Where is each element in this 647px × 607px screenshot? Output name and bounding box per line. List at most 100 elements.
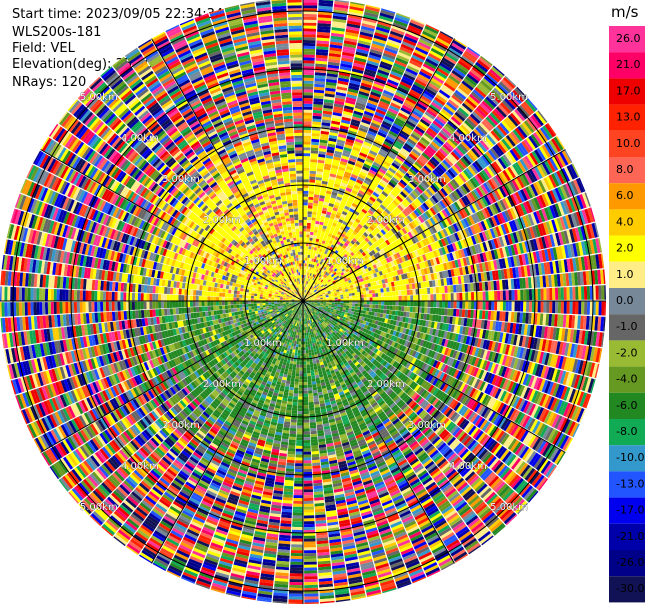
velocity-gate <box>307 341 310 345</box>
velocity-gate <box>334 297 338 300</box>
velocity-gate <box>345 310 349 313</box>
velocity-gate <box>296 237 300 241</box>
velocity-gate <box>297 352 301 356</box>
velocity-gate <box>297 317 300 321</box>
velocity-gate <box>233 308 238 312</box>
velocity-gate <box>289 351 293 355</box>
velocity-gate <box>290 327 293 331</box>
velocity-gate <box>321 314 325 318</box>
velocity-gate <box>281 322 285 326</box>
velocity-gate <box>303 196 308 200</box>
velocity-gate <box>305 321 307 325</box>
velocity-gate <box>320 296 323 299</box>
velocity-gate <box>289 305 293 307</box>
velocity-gate <box>304 324 306 328</box>
velocity-gate <box>323 274 327 278</box>
velocity-gate <box>254 308 258 312</box>
velocity-gate <box>383 292 387 297</box>
velocity-gate <box>272 310 276 313</box>
velocity-gate <box>326 277 330 281</box>
velocity-gate <box>307 304 311 307</box>
velocity-gate <box>305 301 309 304</box>
velocity-gate <box>218 297 222 301</box>
velocity-gate <box>291 299 295 301</box>
velocity-gate <box>189 301 193 307</box>
velocity-gate <box>236 307 240 312</box>
velocity-gate <box>311 308 315 311</box>
velocity-gate <box>248 295 252 299</box>
velocity-gate <box>348 308 352 311</box>
velocity-gate <box>256 293 260 297</box>
velocity-gate <box>316 295 320 298</box>
velocity-gate <box>318 274 322 278</box>
velocity-gate <box>305 299 309 301</box>
velocity-gate <box>272 289 276 292</box>
velocity-gate <box>286 279 290 283</box>
velocity-gate <box>281 272 285 277</box>
velocity-gate <box>311 322 314 326</box>
velocity-gate <box>322 281 326 285</box>
velocity-gate <box>378 301 382 305</box>
velocity-gate <box>280 317 284 321</box>
velocity-gate <box>316 319 320 323</box>
velocity-gate <box>346 298 350 301</box>
velocity-gate <box>280 304 284 306</box>
velocity-gate <box>307 314 310 318</box>
velocity-gate <box>349 295 353 299</box>
velocity-gate <box>299 315 301 319</box>
velocity-gate <box>319 306 323 309</box>
velocity-gate <box>314 326 318 331</box>
velocity-gate <box>313 247 317 251</box>
velocity-gate <box>312 208 318 213</box>
velocity-gate <box>308 393 313 397</box>
velocity-gate <box>307 376 312 380</box>
velocity-gate <box>295 228 300 232</box>
velocity-gate <box>310 319 313 323</box>
velocity-gate <box>309 313 311 317</box>
velocity-gate <box>303 199 308 203</box>
velocity-gate <box>369 304 373 308</box>
velocity-gate <box>324 314 329 317</box>
velocity-gate <box>277 307 281 310</box>
velocity-gate <box>363 297 367 301</box>
velocity-gate <box>297 278 299 282</box>
velocity-gate <box>309 306 312 309</box>
velocity-gate <box>326 298 330 300</box>
velocity-gate <box>300 248 303 252</box>
velocity-gate <box>297 299 301 301</box>
velocity-gate <box>299 237 303 241</box>
velocity-gate <box>304 303 308 306</box>
velocity-gate <box>317 310 320 313</box>
velocity-gate <box>291 284 294 287</box>
velocity-gate <box>234 286 238 291</box>
velocity-gate <box>319 278 323 282</box>
velocity-gate <box>365 287 369 291</box>
velocity-gate <box>268 302 272 305</box>
velocity-gate <box>313 295 317 298</box>
velocity-gate <box>273 286 278 290</box>
velocity-gate <box>279 289 283 292</box>
velocity-gate <box>298 275 301 279</box>
velocity-gate <box>353 286 357 290</box>
velocity-gate <box>300 277 302 281</box>
velocity-gate <box>303 303 305 307</box>
velocity-gate <box>291 307 294 311</box>
velocity-gate <box>303 208 308 212</box>
velocity-gate <box>299 335 302 339</box>
velocity-gate <box>306 332 309 336</box>
velocity-gate <box>296 364 300 368</box>
velocity-gate <box>297 266 300 270</box>
velocity-gate <box>316 305 320 308</box>
velocity-gate <box>286 310 289 313</box>
velocity-gate <box>281 285 285 289</box>
velocity-gate <box>193 307 197 313</box>
velocity-gate <box>294 219 299 224</box>
velocity-gate <box>316 322 319 327</box>
velocity-gate <box>295 346 299 350</box>
velocity-gate <box>288 316 292 320</box>
velocity-gate <box>314 296 317 298</box>
velocity-gate <box>273 288 277 291</box>
velocity-gate <box>299 293 301 296</box>
velocity-gate <box>298 387 303 391</box>
